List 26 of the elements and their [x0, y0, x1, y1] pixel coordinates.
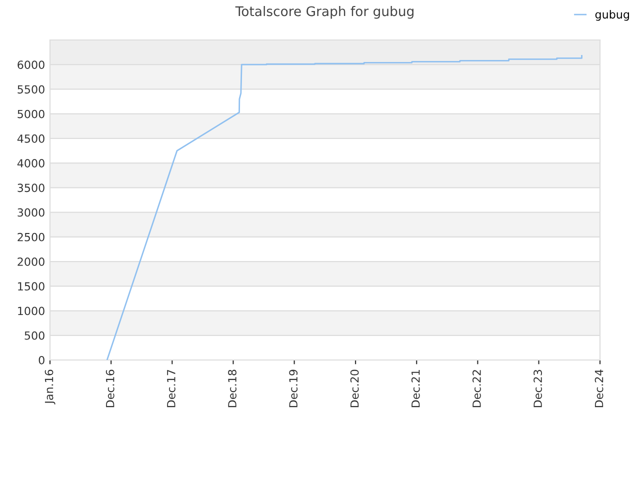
y-tick-label: 2500	[18, 232, 44, 242]
legend-label: gubug	[595, 10, 629, 21]
x-tick-label: Dec.24	[594, 370, 604, 408]
y-tick-label: 3000	[18, 208, 44, 217]
x-tick-label: Dec.23	[534, 370, 542, 408]
y-tick-label: 6000	[18, 60, 44, 69]
y-tick-label: 4000	[17, 159, 44, 168]
x-tick-label: Dec.19	[289, 370, 298, 408]
y-tick-label: 500	[24, 331, 44, 340]
y-tick-label: 5000	[18, 110, 44, 118]
y-tick-label: 4500	[17, 134, 44, 143]
x-tick-label: Dec.17	[167, 370, 176, 408]
y-tick-label: 3500	[18, 184, 44, 192]
y-tick-label: 1000	[18, 306, 44, 316]
x-tick-label: Dec.16	[106, 370, 114, 408]
x-tick-label: Jan.16	[44, 370, 56, 404]
chart-title: Totalscore Graph for gubug	[235, 6, 414, 19]
y-tick-label: 5500	[18, 85, 44, 94]
x-tick-label: Dec.20	[350, 370, 359, 408]
y-tick-label: 1500	[18, 282, 44, 291]
x-tick-label: Dec.22	[472, 370, 481, 408]
line-series	[106, 55, 582, 360]
x-tick-label: Dec.18	[228, 370, 236, 408]
x-tick-label: Dec.21	[411, 370, 420, 408]
y-tick-label: 0	[38, 356, 44, 364]
y-tick-label: 2000	[18, 258, 44, 266]
